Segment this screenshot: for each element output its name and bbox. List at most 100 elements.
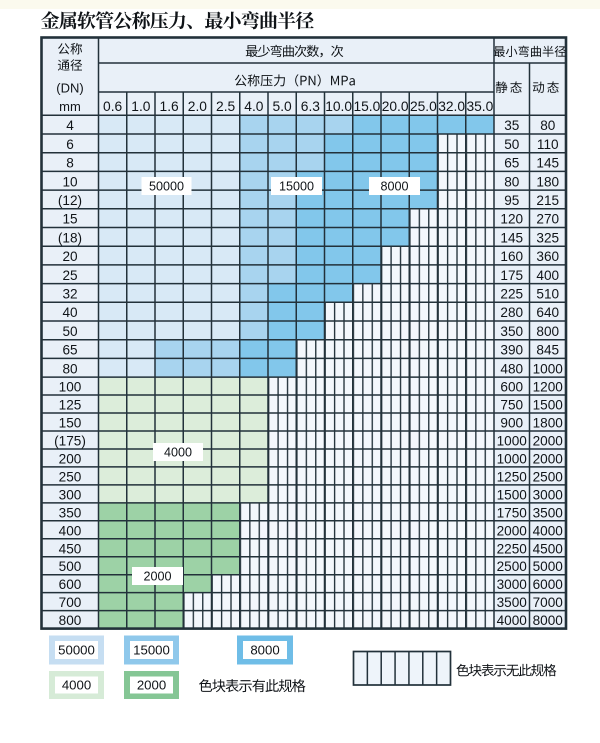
- svg-text:640: 640: [536, 305, 559, 320]
- svg-text:40: 40: [62, 305, 78, 320]
- svg-text:15: 15: [62, 212, 77, 227]
- svg-text:50: 50: [504, 137, 520, 152]
- svg-text:2000: 2000: [533, 433, 564, 448]
- svg-text:20: 20: [62, 249, 78, 264]
- svg-text:15.0: 15.0: [353, 99, 380, 114]
- svg-text:80: 80: [504, 174, 520, 189]
- svg-text:25: 25: [62, 268, 77, 283]
- svg-text:1200: 1200: [533, 380, 564, 395]
- svg-text:8000: 8000: [380, 179, 408, 193]
- svg-text:5.0: 5.0: [273, 99, 293, 114]
- svg-text:2000: 2000: [497, 523, 528, 538]
- svg-text:125: 125: [59, 398, 82, 413]
- svg-text:50000: 50000: [58, 643, 95, 658]
- svg-text:(175): (175): [54, 433, 86, 448]
- svg-text:1500: 1500: [497, 487, 528, 502]
- svg-text:8000: 8000: [533, 613, 564, 628]
- svg-text:32.0: 32.0: [438, 99, 465, 114]
- svg-text:120: 120: [500, 212, 523, 227]
- svg-text:65: 65: [62, 343, 77, 358]
- svg-text:750: 750: [500, 398, 523, 413]
- svg-text:800: 800: [536, 324, 559, 339]
- svg-text:900: 900: [500, 416, 523, 431]
- svg-text:(18): (18): [58, 230, 82, 245]
- svg-text:4: 4: [66, 118, 74, 133]
- svg-text:225: 225: [500, 286, 523, 301]
- svg-text:350: 350: [500, 324, 523, 339]
- svg-text:35: 35: [504, 118, 519, 133]
- svg-text:600: 600: [59, 577, 82, 592]
- svg-text:35.0: 35.0: [466, 99, 493, 114]
- svg-text:15000: 15000: [279, 179, 314, 193]
- svg-text:480: 480: [500, 361, 523, 376]
- svg-text:80: 80: [62, 361, 78, 376]
- svg-text:2000: 2000: [533, 451, 564, 466]
- svg-text:mm: mm: [59, 99, 81, 114]
- svg-text:4000: 4000: [533, 523, 564, 538]
- svg-text:65: 65: [504, 156, 519, 171]
- svg-text:25.0: 25.0: [410, 99, 437, 114]
- svg-text:390: 390: [500, 343, 523, 358]
- svg-text:95: 95: [504, 193, 519, 208]
- svg-text:2000: 2000: [143, 569, 171, 583]
- svg-text:4000: 4000: [497, 613, 528, 628]
- svg-text:2500: 2500: [497, 559, 528, 574]
- svg-text:250: 250: [59, 469, 82, 484]
- svg-text:50000: 50000: [149, 179, 184, 193]
- svg-text:2250: 2250: [497, 541, 528, 556]
- svg-text:4500: 4500: [533, 541, 564, 556]
- svg-text:200: 200: [59, 451, 82, 466]
- svg-text:175: 175: [500, 268, 523, 283]
- svg-text:1.6: 1.6: [160, 99, 180, 114]
- svg-text:1250: 1250: [497, 469, 528, 484]
- svg-text:100: 100: [59, 380, 82, 395]
- svg-text:2.5: 2.5: [216, 99, 236, 114]
- svg-text:6000: 6000: [533, 577, 564, 592]
- svg-text:450: 450: [59, 541, 82, 556]
- svg-text:1000: 1000: [497, 451, 528, 466]
- svg-text:1.0: 1.0: [131, 99, 151, 114]
- svg-text:6.3: 6.3: [301, 99, 321, 114]
- svg-text:1000: 1000: [533, 361, 564, 376]
- svg-text:7000: 7000: [533, 595, 564, 610]
- svg-text:510: 510: [536, 286, 559, 301]
- svg-text:50: 50: [62, 324, 78, 339]
- svg-text:110: 110: [537, 137, 559, 152]
- svg-text:350: 350: [59, 505, 82, 520]
- svg-text:4.0: 4.0: [244, 99, 264, 114]
- svg-text:325: 325: [536, 230, 559, 245]
- svg-text:145: 145: [536, 156, 559, 171]
- svg-text:600: 600: [500, 380, 523, 395]
- svg-text:300: 300: [59, 487, 82, 502]
- svg-text:215: 215: [536, 193, 559, 208]
- svg-text:4000: 4000: [164, 445, 192, 459]
- svg-text:0.6: 0.6: [103, 99, 123, 114]
- svg-text:270: 270: [536, 212, 559, 227]
- svg-text:8000: 8000: [250, 643, 279, 658]
- svg-text:280: 280: [500, 305, 523, 320]
- svg-text:6: 6: [66, 137, 74, 152]
- svg-text:2500: 2500: [533, 469, 564, 484]
- svg-text:360: 360: [536, 249, 559, 264]
- svg-text:3000: 3000: [533, 487, 564, 502]
- svg-text:10: 10: [62, 174, 78, 189]
- svg-text:180: 180: [536, 174, 559, 189]
- svg-text:32: 32: [62, 286, 77, 301]
- svg-text:1000: 1000: [497, 433, 528, 448]
- svg-text:(DN): (DN): [56, 81, 83, 96]
- svg-text:145: 145: [500, 230, 523, 245]
- svg-text:2.0: 2.0: [188, 99, 208, 114]
- svg-text:500: 500: [59, 559, 82, 574]
- svg-text:1500: 1500: [533, 398, 564, 413]
- svg-text:5000: 5000: [533, 559, 564, 574]
- svg-text:1750: 1750: [497, 505, 528, 520]
- svg-text:845: 845: [536, 343, 559, 358]
- svg-text:1800: 1800: [533, 416, 564, 431]
- svg-text:(12): (12): [58, 193, 82, 208]
- svg-text:80: 80: [540, 118, 556, 133]
- svg-text:3500: 3500: [497, 595, 528, 610]
- svg-text:3500: 3500: [533, 505, 564, 520]
- svg-text:2000: 2000: [137, 678, 166, 693]
- svg-text:150: 150: [59, 416, 82, 431]
- svg-text:400: 400: [59, 523, 82, 538]
